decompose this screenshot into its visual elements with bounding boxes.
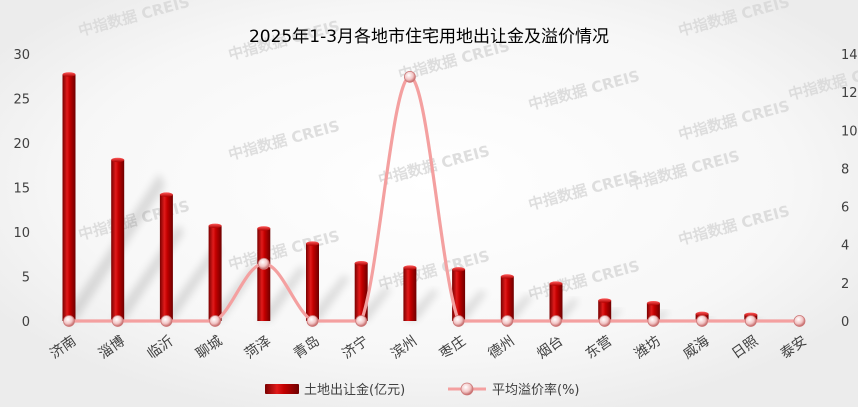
bar [159,192,173,321]
premium-rate-marker [550,315,562,327]
bar-cap [306,241,319,246]
bar-cap [744,312,758,317]
bar [452,267,466,321]
left-axis-tick-label: 5 [22,271,30,286]
right-y-axis: 0 2 4 6 8 10 12 14 [841,48,858,330]
premium-rate-marker [647,315,660,327]
legend-bar-label: 土地出让金(亿元) [304,382,405,398]
bar-cap [159,192,173,197]
legend-bar-swatch [265,384,299,394]
premium-rate-marker [793,315,806,327]
bar-body [111,159,125,321]
bar [598,298,612,321]
bar [111,157,125,321]
legend-item-bar: 土地出让金(亿元) [265,382,405,398]
premium-rate-marker [696,315,708,327]
left-y-axis: 0 5 10 15 20 25 30 [13,48,30,330]
bar-body [62,74,76,321]
right-axis-tick-label: 8 [841,162,849,177]
bar-cap [62,72,76,77]
bar-body [598,300,612,321]
bar-cap [549,281,563,286]
bar [306,241,319,321]
premium-rate-marker [598,315,611,327]
bar-cap [646,301,660,306]
premium-rate-marker [306,315,319,327]
bar-body [500,276,514,321]
bar [403,265,417,321]
premium-rate-marker [403,70,416,83]
right-axis-tick-label: 14 [841,48,858,63]
bar [208,223,222,321]
bar-cap [111,157,125,163]
legend-item-line: 平均溢价率(%) [448,382,580,398]
bar-cap [452,267,466,272]
legend: 土地出让金(亿元) 平均溢价率(%) [265,382,580,398]
bar-cap [695,311,709,317]
right-axis-tick-label: 12 [841,86,858,101]
legend-line-label: 平均溢价率(%) [492,382,580,398]
bar-body [208,225,222,321]
left-axis-tick-label: 30 [13,48,30,63]
chart-title: 2025年1-3月各地市住宅用地出让金及溢价情况 [249,27,609,47]
bar-body [306,243,319,321]
bar-body [159,194,173,321]
right-axis-tick-label: 2 [841,277,849,292]
line-series [63,70,806,327]
left-axis-tick-label: 20 [13,137,30,152]
premium-rate-marker [209,315,222,327]
premium-rate-marker [744,315,757,327]
bar-body [403,267,417,321]
right-axis-tick-label: 4 [841,239,849,254]
premium-rate-marker [501,315,514,327]
premium-rate-marker [452,315,465,327]
bar-cap [354,260,368,266]
bar-shadow [159,245,221,321]
bar-body [257,228,271,321]
bar-body [354,263,368,321]
left-axis-tick-label: 15 [13,182,30,197]
premium-rate-marker [111,315,124,327]
right-axis-tick-label: 10 [841,124,858,139]
bar-cap [403,265,417,270]
bar-cap [500,274,514,279]
premium-rate-marker [257,257,270,270]
premium-rate-marker [160,315,173,327]
bar [549,281,563,321]
legend-line-marker [460,382,474,396]
bar [257,226,271,321]
left-axis-tick-label: 10 [13,226,30,241]
bar-series [62,72,758,321]
right-axis-tick-label: 6 [841,201,849,216]
bar [500,274,514,321]
bar [62,72,76,321]
bar-cap [208,223,222,228]
bar-body [452,269,466,321]
left-axis-tick-label: 0 [22,315,30,330]
premium-rate-marker [63,315,75,327]
right-axis-tick-label: 0 [841,315,849,330]
bar-body [549,283,563,321]
premium-rate-marker [355,315,368,327]
left-axis-tick-label: 25 [13,93,30,108]
bar-cap [598,298,612,303]
bar-cap [257,226,271,231]
